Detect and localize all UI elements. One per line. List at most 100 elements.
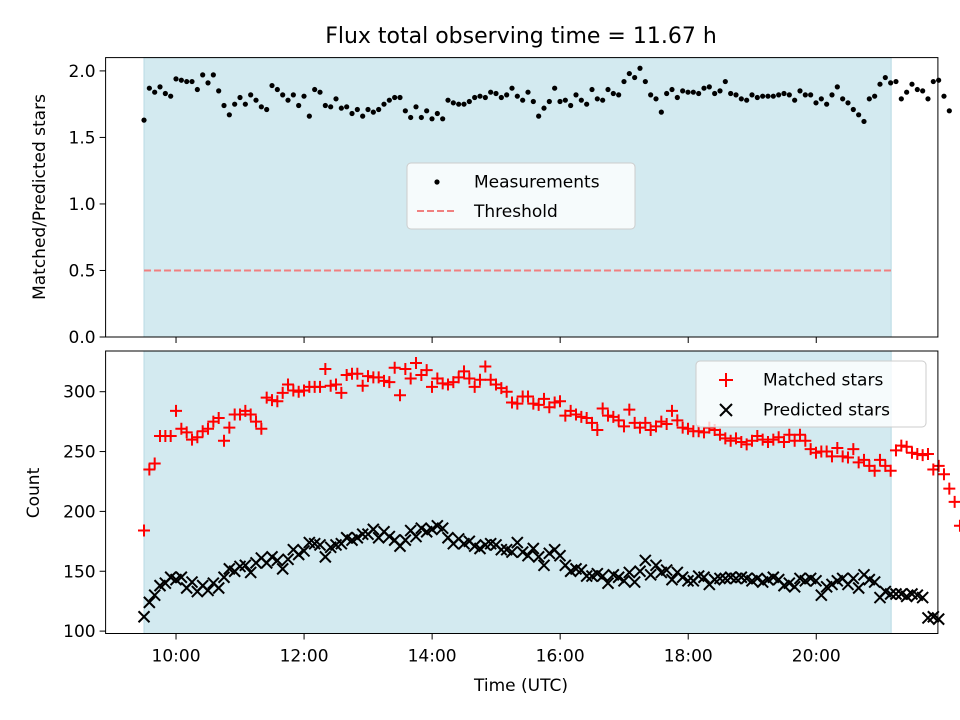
measurement-point bbox=[946, 108, 952, 114]
measurement-point bbox=[434, 110, 440, 117]
measurement-point bbox=[685, 89, 691, 95]
measurement-point bbox=[712, 90, 718, 97]
measurement-point bbox=[664, 90, 670, 97]
matched-star-point bbox=[420, 364, 433, 377]
legend-box bbox=[406, 162, 636, 230]
legend-label-measurements: Measurements bbox=[474, 173, 600, 193]
measurement-point bbox=[472, 94, 478, 101]
measurement-point bbox=[578, 97, 584, 103]
matched-star-point bbox=[388, 361, 401, 374]
measurement-point bbox=[701, 85, 707, 91]
matched-stars-points bbox=[138, 356, 960, 537]
x-tick-label: 18:00 bbox=[664, 647, 713, 667]
matched-star-point bbox=[452, 371, 465, 384]
measurement-point bbox=[850, 106, 856, 113]
predicted-star-point bbox=[148, 588, 161, 602]
measurement-point bbox=[904, 89, 910, 95]
predicted-star-point bbox=[276, 562, 289, 576]
measurement-point bbox=[498, 94, 504, 101]
measurement-point bbox=[285, 97, 291, 103]
measurement-point bbox=[936, 77, 942, 83]
measurement-point bbox=[776, 92, 782, 98]
measurement-point bbox=[210, 72, 216, 78]
measurement-point bbox=[392, 94, 398, 101]
matched-star-point bbox=[506, 396, 518, 409]
measurement-point bbox=[877, 81, 883, 87]
measurement-point bbox=[440, 116, 446, 122]
matched-star-point bbox=[527, 397, 540, 410]
matched-star-point bbox=[266, 394, 279, 407]
matched-star-point bbox=[340, 368, 353, 381]
matched-star-point bbox=[218, 434, 231, 447]
measurement-point bbox=[610, 90, 616, 97]
matched-star-point bbox=[362, 370, 374, 383]
measurement-point bbox=[248, 92, 254, 98]
measurement-point bbox=[461, 101, 467, 107]
y-tick-label: 2.0 bbox=[69, 62, 96, 82]
bottom-legend: Matched stars Predicted stars bbox=[695, 360, 927, 428]
measurement-point bbox=[674, 94, 680, 101]
matched-star-point bbox=[148, 457, 161, 470]
predicted-stars-points bbox=[137, 519, 945, 626]
predicted-star-point bbox=[473, 542, 487, 555]
measurement-point bbox=[530, 98, 536, 105]
measurement-point bbox=[818, 96, 824, 102]
predicted-star-point bbox=[665, 573, 679, 586]
measurement-point bbox=[344, 104, 350, 110]
top-legend: Measurements Threshold bbox=[406, 162, 636, 230]
matched-star-point bbox=[196, 425, 209, 438]
predicted-star-point bbox=[244, 566, 257, 579]
measurement-point bbox=[349, 110, 355, 117]
top-x-ticks bbox=[175, 337, 817, 343]
measurement-point bbox=[296, 102, 302, 109]
matched-star-point bbox=[351, 367, 364, 380]
matched-star-point bbox=[612, 414, 625, 427]
measurement-point bbox=[621, 78, 627, 85]
matched-star-point bbox=[202, 422, 215, 435]
predicted-star-point bbox=[399, 533, 412, 547]
predicted-star-point bbox=[516, 545, 529, 559]
measurement-point bbox=[274, 86, 280, 93]
matched-star-point bbox=[548, 396, 561, 409]
predicted-star-point bbox=[265, 550, 279, 564]
matched-star-point bbox=[937, 468, 950, 481]
matched-star-point bbox=[410, 356, 422, 369]
predicted-star-point bbox=[660, 563, 673, 577]
x-tick-label: 20:00 bbox=[792, 647, 841, 667]
x-tick-label: 14:00 bbox=[408, 647, 457, 667]
measurement-point bbox=[445, 97, 451, 103]
measurement-point bbox=[749, 92, 755, 98]
measurement-point bbox=[317, 89, 323, 95]
y-tick-label: 250 bbox=[63, 443, 95, 463]
measurement-point bbox=[280, 92, 286, 98]
measurement-point bbox=[306, 113, 312, 119]
predicted-star-point bbox=[356, 527, 369, 541]
matched-star-point bbox=[260, 391, 273, 404]
measurement-point bbox=[925, 96, 931, 102]
predicted-star-point bbox=[201, 584, 215, 597]
matched-star-point bbox=[538, 392, 550, 405]
matched-star-point bbox=[724, 434, 737, 447]
measurement-point bbox=[658, 109, 664, 115]
measurement-point bbox=[690, 89, 696, 95]
matched-star-point bbox=[292, 385, 305, 398]
matched-star-point bbox=[841, 451, 854, 464]
measurement-point bbox=[552, 85, 558, 91]
matched-star-point bbox=[282, 378, 295, 391]
predicted-star-point bbox=[271, 554, 284, 567]
measurement-point bbox=[792, 97, 798, 103]
predicted-star-point bbox=[553, 549, 567, 562]
predicted-star-point bbox=[409, 530, 423, 543]
y-tick-label: 100 bbox=[63, 622, 95, 642]
measurement-point bbox=[536, 113, 542, 119]
predicted-star-point bbox=[367, 523, 380, 536]
measurement-point bbox=[370, 109, 376, 115]
measurement-point bbox=[184, 78, 190, 85]
measurement-point bbox=[856, 112, 862, 118]
measurement-point bbox=[632, 74, 638, 81]
predicted-star-point bbox=[852, 581, 865, 595]
top-axes-frame bbox=[105, 57, 939, 338]
predicted-star-point bbox=[681, 574, 695, 588]
measurement-point bbox=[594, 96, 600, 102]
predicted-star-point bbox=[633, 565, 647, 578]
